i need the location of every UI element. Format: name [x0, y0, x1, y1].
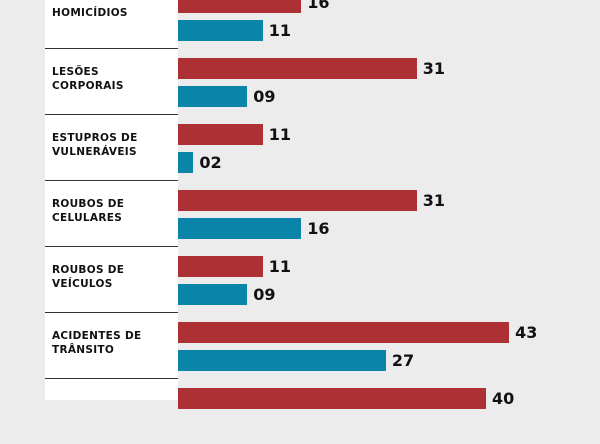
- blue-bar: [178, 20, 263, 41]
- category-label: LESÕES CORPORAIS: [52, 66, 124, 92]
- blue-bar: [178, 350, 386, 371]
- value-label: 31: [422, 59, 445, 78]
- blue-bar: [178, 218, 302, 239]
- chart-row: HOMICÍDIOS 16 11: [0, 0, 600, 48]
- blue-bar: [178, 284, 248, 305]
- value-label: 16: [307, 0, 330, 12]
- value-label: 27: [391, 351, 415, 370]
- category-label: HOMICÍDIOS: [52, 7, 128, 19]
- red-bar: [178, 124, 263, 145]
- category-label: ACIDENTES DE TRÂNSITO: [52, 330, 142, 356]
- blue-bar: [178, 152, 194, 173]
- category-label: ESTUPROS DE VULNERÁVEIS: [52, 132, 138, 158]
- chart-row: ROUBOS DE CELULARES 31 16: [0, 180, 600, 246]
- value-label: 11: [268, 257, 291, 276]
- red-bar: [178, 388, 486, 409]
- red-bar: [178, 58, 417, 79]
- row-divider: [45, 378, 178, 379]
- row-divider: [45, 48, 178, 49]
- red-bar: [178, 322, 510, 343]
- value-label: 11: [268, 21, 291, 40]
- value-label: 43: [515, 323, 538, 342]
- chart-row: LESÕES CORPORAIS 31 09: [0, 48, 600, 114]
- value-label: 16: [307, 219, 330, 238]
- row-divider: [45, 180, 178, 181]
- category-label-panel: [45, 0, 178, 400]
- value-label: 09: [253, 87, 276, 106]
- blue-bar: [178, 86, 248, 107]
- red-bar: [178, 256, 263, 277]
- chart-row: ACIDENTES DE TRÂNSITO 43 27: [0, 312, 600, 378]
- value-label: 11: [268, 125, 291, 144]
- red-bar: [178, 0, 302, 13]
- value-label: 40: [492, 389, 515, 408]
- category-label: ROUBOS DE VEÍCULOS: [52, 264, 125, 290]
- category-label: ROUBOS DE CELULARES: [52, 198, 125, 224]
- value-label: 31: [422, 191, 445, 210]
- row-divider: [45, 246, 178, 247]
- red-bar: [178, 190, 417, 211]
- row-divider: [45, 114, 178, 115]
- chart-row: 40: [0, 378, 600, 444]
- chart-row: ROUBOS DE VEÍCULOS 11 09: [0, 246, 600, 312]
- chart-row: ESTUPROS DE VULNERÁVEIS 11 02: [0, 114, 600, 180]
- row-divider: [45, 312, 178, 313]
- value-label: 02: [199, 153, 222, 172]
- value-label: 09: [253, 285, 276, 304]
